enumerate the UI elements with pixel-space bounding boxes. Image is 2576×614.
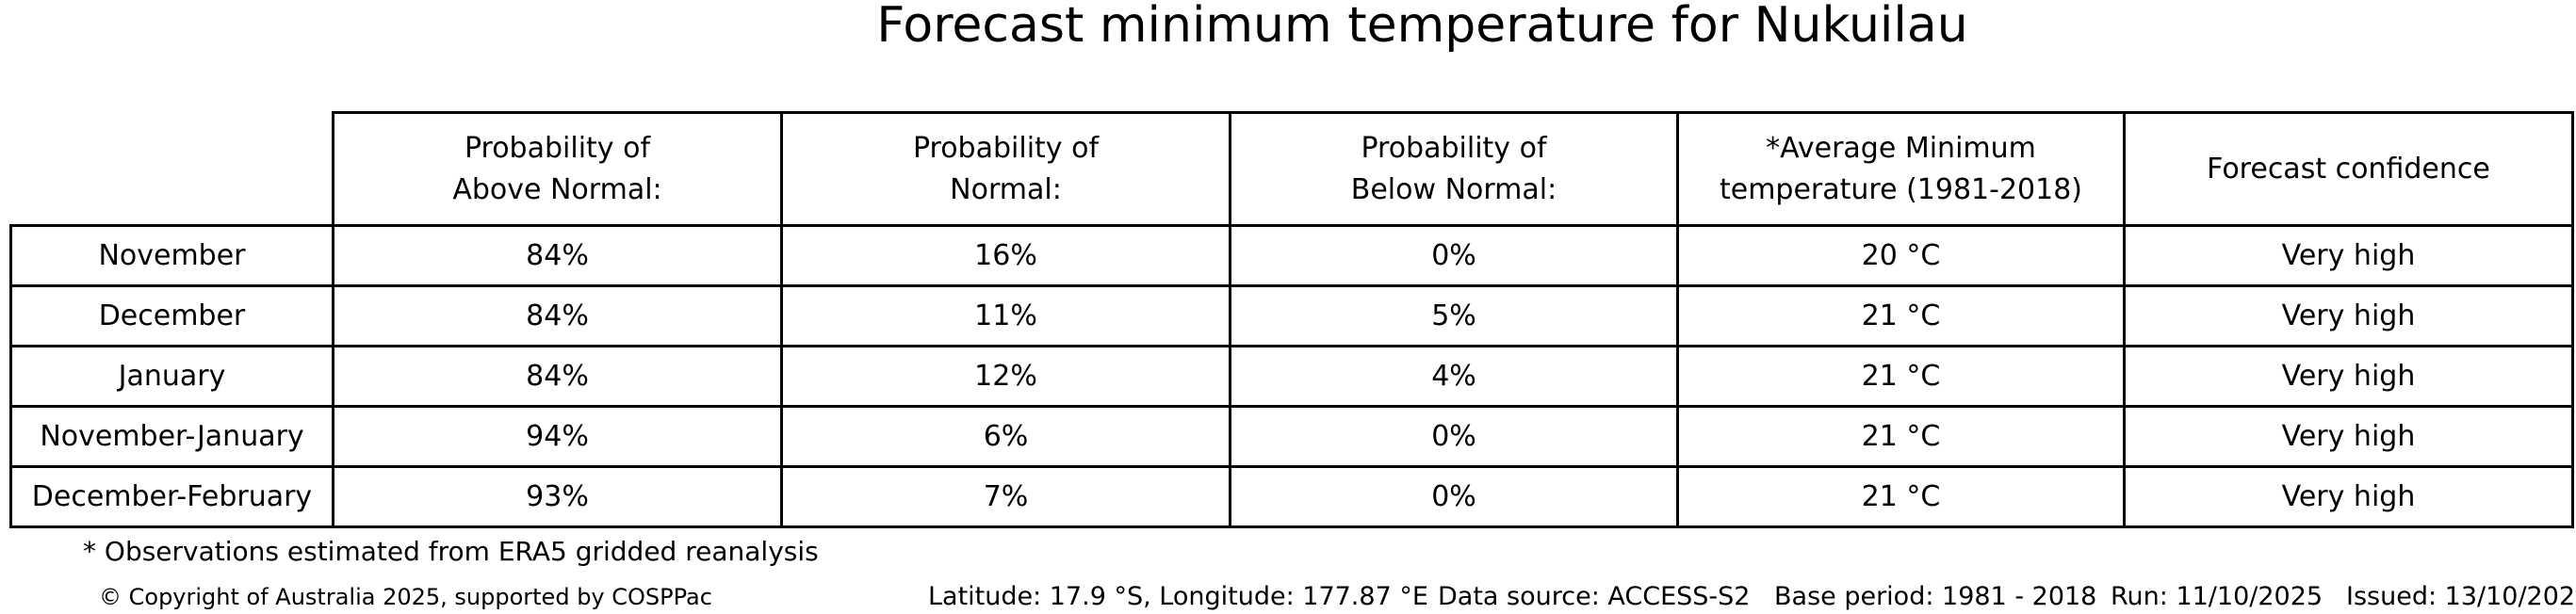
forecast-confidence-value: Very high [2123, 345, 2574, 408]
above-normal-value: 84% [332, 284, 783, 347]
row-label: January [9, 345, 334, 408]
forecast-confidence-value: Very high [2123, 284, 2574, 347]
column-header-normal: Probability of Normal: [780, 111, 1231, 227]
table-header-row: Probability of Above Normal: Probability… [11, 111, 2574, 227]
above-normal-value: 94% [332, 405, 783, 468]
above-normal-value: 84% [332, 345, 783, 408]
page-title: Forecast minimum temperature for Nukuila… [876, 0, 1968, 54]
below-normal-value: 5% [1229, 284, 1679, 347]
normal-value: 16% [780, 224, 1231, 287]
latitude-longitude-text: Latitude: 17.9 °S, Longitude: 177.87 °E [928, 582, 1428, 611]
row-label: November-January [9, 405, 334, 468]
corner-cell [11, 113, 334, 226]
below-normal-value: 0% [1229, 465, 1679, 528]
column-header-average-minimum-temperature: *Average Minimum temperature (1981-2018) [1676, 111, 2126, 227]
run-date-text: Run: 11/10/2025 [2111, 582, 2323, 611]
above-normal-value: 93% [332, 465, 783, 528]
era5-footnote: * Observations estimated from ERA5 gridd… [83, 536, 819, 567]
table-row-january: January 84% 12% 4% 21 °C Very high [9, 345, 2574, 408]
normal-value: 6% [780, 405, 1231, 468]
table-row-december: December 84% 11% 5% 21 °C Very high [9, 284, 2574, 347]
column-header-below-normal: Probability of Below Normal: [1229, 111, 1679, 227]
normal-value: 7% [780, 465, 1231, 528]
copyright-text: © Copyright of Australia 2025, supported… [99, 584, 712, 610]
row-label: November [9, 224, 334, 287]
average-minimum-temperature-value: 21 °C [1676, 465, 2126, 528]
below-normal-value: 0% [1229, 405, 1679, 468]
average-minimum-temperature-value: 20 °C [1676, 224, 2126, 287]
row-label: December [9, 284, 334, 347]
normal-value: 12% [780, 345, 1231, 408]
table-row-december-february: December-February 93% 7% 0% 21 °C Very h… [9, 465, 2574, 528]
forecast-confidence-value: Very high [2123, 465, 2574, 528]
issued-date-text: Issued: 13/10/2025 [2346, 582, 2576, 611]
table-row-november-january: November-January 94% 6% 0% 21 °C Very hi… [9, 405, 2574, 468]
column-header-above-normal: Probability of Above Normal: [332, 111, 783, 227]
average-minimum-temperature-value: 21 °C [1676, 405, 2126, 468]
below-normal-value: 0% [1229, 224, 1679, 287]
forecast-confidence-value: Very high [2123, 224, 2574, 287]
column-header-forecast-confidence: Forecast confidence [2123, 111, 2574, 227]
normal-value: 11% [780, 284, 1231, 347]
average-minimum-temperature-value: 21 °C [1676, 284, 2126, 347]
above-normal-value: 84% [332, 224, 783, 287]
row-label: December-February [9, 465, 334, 528]
below-normal-value: 4% [1229, 345, 1679, 408]
table-row-november: November 84% 16% 0% 20 °C Very high [9, 224, 2574, 287]
forecast-confidence-value: Very high [2123, 405, 2574, 468]
data-source-text: Data source: ACCESS-S2 [1438, 582, 1751, 611]
base-period-text: Base period: 1981 - 2018 [1774, 582, 2097, 611]
forecast-table: Probability of Above Normal: Probability… [9, 111, 2574, 528]
average-minimum-temperature-value: 21 °C [1676, 345, 2126, 408]
